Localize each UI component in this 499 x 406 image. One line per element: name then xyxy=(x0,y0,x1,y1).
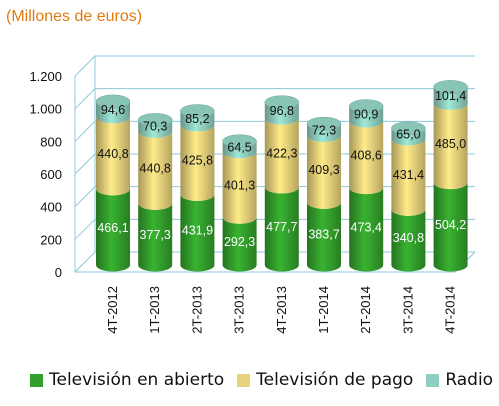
y-tick-label-5: 1.000 xyxy=(29,102,62,117)
data-label-3T-2013-1: 401,3 xyxy=(224,178,255,192)
bar-1T-2013-2 xyxy=(138,119,173,138)
bar-2T-2013-1 xyxy=(180,124,215,201)
x-tick-label-2: 2T-2013 xyxy=(189,286,204,334)
bar-4T-2013-2 xyxy=(264,102,299,125)
bar-4T-2012-2 xyxy=(96,101,130,124)
x-tick-label-0: 4T-2012 xyxy=(105,286,120,334)
data-label-1T-2014-2: 72,3 xyxy=(312,124,336,138)
bar-layer xyxy=(95,80,468,272)
bar-cap-1T-2014 xyxy=(306,116,342,131)
legend-swatch-pay-tv xyxy=(237,373,251,387)
legend: Televisión en abierto Televisión de pago… xyxy=(30,370,499,390)
x-tick-label-3: 3T-2013 xyxy=(232,286,247,334)
data-label-3T-2013-0: 292,3 xyxy=(224,235,255,249)
data-label-1T-2013-0: 377,3 xyxy=(140,228,171,242)
y-tick-label-0: 0 xyxy=(55,265,62,280)
y-tick-label-1: 200 xyxy=(40,232,62,247)
legend-swatch-radio xyxy=(426,373,440,387)
x-tick-label-5: 1T-2014 xyxy=(316,286,331,334)
bar-2T-2013-2 xyxy=(180,110,215,132)
data-label-3T-2014-2: 65,0 xyxy=(396,128,420,142)
bar-cap-3T-2013 xyxy=(222,134,257,148)
data-label-4T-2013-2: 96,8 xyxy=(270,104,294,118)
bar-cap-2T-2013 xyxy=(180,104,215,118)
data-label-4T-2014-2: 101,4 xyxy=(435,89,466,103)
bar-3T-2013-1 xyxy=(222,151,257,224)
bar-3T-2014-0 xyxy=(391,209,426,272)
bar-1T-2014-1 xyxy=(307,135,341,209)
legend-item-open-tv: Televisión en abierto xyxy=(30,370,224,390)
data-label-4T-2012-1: 440,8 xyxy=(97,147,128,161)
y-tick-label-6: 1.200 xyxy=(29,69,62,84)
data-label-2T-2013-0: 431,9 xyxy=(182,224,213,238)
data-label-1T-2014-1: 409,3 xyxy=(308,163,339,177)
x-tick-label-1: 1T-2013 xyxy=(147,286,162,334)
x-tick-label-6: 2T-2014 xyxy=(358,286,373,334)
data-label-4T-2012-0: 466,1 xyxy=(97,221,128,235)
data-label-1T-2014-0: 383,7 xyxy=(308,228,339,242)
bar-4T-2014-0 xyxy=(433,182,468,272)
axis-layer: 0 200 400 600 800 1.000 1.200 4T-2012 1T-2013 2T-… xyxy=(29,69,457,334)
bar-4T-2013-0 xyxy=(264,186,299,272)
x-tick-label-7: 3T-2014 xyxy=(400,286,415,334)
bar-1T-2013-1 xyxy=(138,131,173,210)
chart-title: (Millones de euros) xyxy=(6,8,143,25)
bar-cap-1T-2013 xyxy=(137,113,173,127)
gridline-6 xyxy=(74,55,475,77)
grid-layer xyxy=(74,55,476,273)
data-label-4T-2013-1: 422,3 xyxy=(266,146,297,160)
bar-3T-2013-2 xyxy=(222,141,257,159)
data-label-1T-2013-1: 440,8 xyxy=(140,161,171,175)
legend-label-radio: Radio xyxy=(445,370,494,390)
bar-3T-2013-0 xyxy=(222,217,257,272)
bar-2T-2014-2 xyxy=(349,106,384,128)
data-label-3T-2014-1: 431,4 xyxy=(393,168,424,182)
bar-4T-2013-1 xyxy=(264,118,299,194)
y-tick-label-4: 800 xyxy=(40,134,62,149)
bar-2T-2013-0 xyxy=(180,194,215,272)
data-label-3T-2013-2: 64,5 xyxy=(227,140,251,154)
data-label-1T-2013-2: 70,3 xyxy=(143,120,167,134)
bar-4T-2012-1 xyxy=(96,116,130,196)
bar-cap-4T-2014 xyxy=(433,80,468,94)
data-label-4T-2013-0: 477,7 xyxy=(266,220,297,234)
bar-1T-2014-2 xyxy=(307,123,341,142)
data-label-2T-2013-2: 85,2 xyxy=(185,112,209,126)
data-label-2T-2013-1: 425,8 xyxy=(182,154,213,168)
bar-3T-2014-2 xyxy=(391,128,426,146)
legend-swatch-open-tv xyxy=(30,373,43,387)
legend-item-pay-tv: Televisión de pago xyxy=(237,370,413,390)
bar-2T-2014-0 xyxy=(349,187,384,272)
legend-label-open-tv: Televisión en abierto xyxy=(49,370,225,390)
legend-item-radio: Radio xyxy=(426,370,493,390)
x-tick-label-4: 4T-2013 xyxy=(274,286,289,334)
bar-3T-2014-1 xyxy=(391,138,426,216)
data-label-2T-2014-0: 473,4 xyxy=(351,220,382,234)
data-label-4T-2014-0: 504,2 xyxy=(435,218,466,232)
bar-cap-4T-2013 xyxy=(264,95,300,109)
data-label-3T-2014-0: 340,8 xyxy=(393,231,424,245)
data-label-4T-2014-1: 485,0 xyxy=(435,137,466,151)
y-tick-label-3: 600 xyxy=(40,167,62,182)
bar-cap-2T-2014 xyxy=(348,99,384,113)
x-tick-label-8: 4T-2014 xyxy=(443,286,458,334)
bar-4T-2012-0 xyxy=(96,188,130,272)
legend-label-pay-tv: Televisión de pago xyxy=(256,370,414,390)
y-tick-label-2: 400 xyxy=(40,200,62,215)
bar-1T-2013-0 xyxy=(138,203,173,272)
bar-cap-4T-2012 xyxy=(95,94,131,109)
data-label-2T-2014-2: 90,9 xyxy=(354,108,378,122)
data-label-2T-2014-1: 408,6 xyxy=(351,148,382,162)
bar-1T-2014-0 xyxy=(307,202,341,272)
bar-4T-2014-1 xyxy=(433,103,468,190)
bar-2T-2014-1 xyxy=(349,120,384,195)
data-label-4T-2012-2: 94,6 xyxy=(101,103,125,117)
bar-cap-3T-2014 xyxy=(391,121,426,136)
label-layer: 466,1 440,8 94,6 377,3 440,8 70,3 431,9 425,8 85… xyxy=(97,89,466,249)
